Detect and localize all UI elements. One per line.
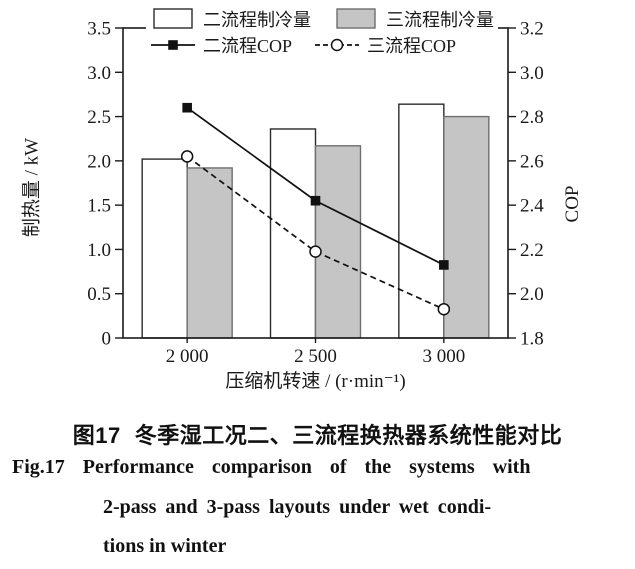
caption-chinese: 图17 冬季湿工况二、三流程换热器系统性能对比 <box>0 418 635 450</box>
left-axis-tick-label: 1.5 <box>87 196 111 217</box>
figure-number-zh: 图17 <box>72 423 121 448</box>
left-axis-tick-label: 2.0 <box>87 151 111 172</box>
cop-marker-circle-2 <box>309 245 322 258</box>
left-axis-tick-label: 2.5 <box>87 107 111 128</box>
left-axis-tick-label: 1.0 <box>87 240 111 261</box>
cop-marker-circle-1 <box>180 150 194 163</box>
right-axis-tick-label: 2.6 <box>520 151 544 172</box>
right-axis-tick-label: 2.4 <box>520 196 544 217</box>
chart-area: 0 0.5 1.0 1.5 2.0 2.5 3.0 3.5 1.8 2.0 2.2 2.4 2.6 2.8… <box>21 4 583 392</box>
bar-2pass-2 <box>269 128 317 339</box>
bar-3pass-3 <box>443 115 490 339</box>
right-axis-tick-label: 3.2 <box>520 19 544 40</box>
right-axis-tick-label: 1.8 <box>520 329 544 350</box>
x-axis-tick-label: 3 000 <box>422 346 465 367</box>
right-axis-tick-label: 2.2 <box>520 240 544 261</box>
legend-bar-swatch <box>336 8 376 29</box>
legend-row-1: 二流程制冷量 三流程制冷量 <box>150 6 494 32</box>
right-axis-tick-label: 3.0 <box>520 63 544 84</box>
right-axis-tick-label: 2.0 <box>520 284 544 305</box>
left-axis-tick-label: 3.0 <box>87 63 111 84</box>
x-axis-tick-label: 2 000 <box>166 346 209 367</box>
legend-item: 三流程COP <box>314 32 456 58</box>
left-axis-tick-label: 3.5 <box>87 19 111 40</box>
caption-text-zh: 冬季湿工况二、三流程换热器系统性能对比 <box>134 423 563 448</box>
cop-marker-square-3 <box>439 260 449 270</box>
legend-label: 三流程COP <box>367 36 457 56</box>
x-axis-title: 压缩机转速 / (r·min⁻¹) <box>225 371 406 392</box>
bar-2pass-1 <box>141 158 188 339</box>
caption-english-line2: 2-pass and 3-pass layouts under wet cond… <box>103 496 492 518</box>
legend-item: 二流程制冷量 <box>150 6 311 32</box>
caption-english-line3: tions in winter <box>103 535 227 557</box>
left-axis-tick-label: 0.5 <box>87 284 111 305</box>
legend-line-sample <box>315 38 360 52</box>
left-axis-tick-label: 0 <box>102 329 112 350</box>
cop-marker-square-2 <box>310 195 321 206</box>
legend-label: 二流程制冷量 <box>203 10 311 30</box>
bar-3pass-1 <box>186 167 233 339</box>
bar-3pass-2 <box>314 145 362 339</box>
caption-english-line1: Fig.17 Performance comparison of the sys… <box>12 456 531 478</box>
right-axis-tick-label: 2.8 <box>520 107 544 128</box>
bar-2pass-3 <box>398 103 445 339</box>
legend-row-2: 二流程COP 三流程COP <box>150 32 494 58</box>
legend-item: 二流程COP <box>150 32 292 58</box>
cop-marker-square-1 <box>182 102 192 113</box>
cop-line-3pass <box>186 155 445 310</box>
legend-item: 三流程制冷量 <box>333 6 494 32</box>
legend-label: 二流程COP <box>203 36 293 56</box>
cop-marker-circle-3 <box>437 302 451 316</box>
performance-chart: 0 0.5 1.0 1.5 2.0 2.5 3.0 3.5 1.8 2.0 2.2 2.4 2.6 2.8… <box>87 19 544 368</box>
legend-label: 三流程制冷量 <box>386 10 494 30</box>
legend-bar-swatch <box>153 8 193 29</box>
left-axis-title: 制热量 / kW <box>21 137 43 238</box>
x-axis-tick-label: 2 500 <box>294 346 337 367</box>
right-axis-title: COP <box>562 185 583 223</box>
legend-line-sample <box>151 40 195 50</box>
legend: 二流程制冷量 三流程制冷量二流程COP 三流程COP <box>146 4 498 60</box>
